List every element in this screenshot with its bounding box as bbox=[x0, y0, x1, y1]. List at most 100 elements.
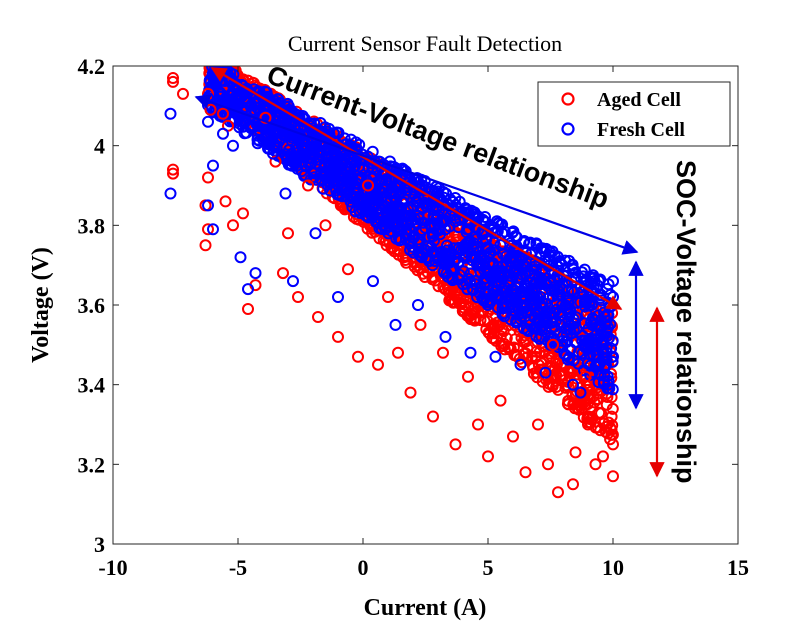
aged-cell-point bbox=[518, 336, 531, 349]
aged-cell-point bbox=[497, 325, 510, 338]
axis-ticks: -10 -5 0 5 10 15 3 3.2 3.4 3.6 3.8 4 4.2 bbox=[78, 54, 750, 580]
fresh-cell-point bbox=[530, 330, 543, 343]
aged-cell-point bbox=[204, 50, 214, 60]
aged-cell-point bbox=[167, 75, 179, 88]
aged-cell-point bbox=[519, 466, 532, 479]
fresh-cell-point bbox=[567, 378, 579, 391]
aged-cell-point bbox=[604, 422, 617, 434]
chart-title: Current Sensor Fault Detection bbox=[288, 31, 562, 56]
x-tick-label: 0 bbox=[358, 555, 369, 580]
aged-cell-point bbox=[312, 311, 324, 323]
fresh-cell-point bbox=[602, 378, 614, 391]
aged-cell-point bbox=[332, 330, 344, 343]
aged-cell-point bbox=[542, 377, 555, 390]
legend-label-aged: Aged Cell bbox=[597, 89, 681, 111]
aged-cell-point bbox=[569, 446, 582, 459]
aged-cell-point bbox=[472, 418, 484, 431]
fresh-cell-point bbox=[389, 318, 402, 331]
fresh-cell-point bbox=[561, 335, 573, 348]
aged-cell-point bbox=[580, 384, 593, 396]
aged-cell-point bbox=[561, 397, 574, 410]
aged-cell-point bbox=[582, 418, 594, 431]
fresh-cell-point bbox=[597, 338, 609, 351]
aged-cell-point bbox=[532, 418, 544, 431]
y-tick-label: 3.2 bbox=[78, 452, 106, 477]
aged-cell-point bbox=[573, 398, 586, 411]
legend: Aged Cell Fresh Cell bbox=[537, 81, 731, 147]
aged-cell-point bbox=[573, 403, 585, 416]
current-voltage-arrow-blue bbox=[194, 94, 639, 255]
aged-cell-point bbox=[449, 438, 462, 451]
aged-cell-point bbox=[203, 50, 213, 60]
aged-cell-point bbox=[533, 363, 546, 376]
fresh-cell-point bbox=[489, 350, 502, 363]
fresh-cell-point bbox=[592, 358, 604, 371]
aged-cell-point bbox=[496, 322, 508, 335]
y-tick-label: 3 bbox=[94, 532, 105, 557]
fresh-cell-point bbox=[600, 324, 613, 337]
fresh-cell-point bbox=[164, 107, 177, 120]
fresh-cell-point bbox=[589, 318, 602, 331]
aged-cell-point bbox=[427, 410, 439, 423]
aged-cell-point bbox=[469, 312, 482, 325]
aged-cell-point bbox=[204, 50, 214, 60]
fresh-cell-point bbox=[574, 386, 587, 399]
aged-cell-point bbox=[503, 343, 516, 356]
aged-cell-point bbox=[352, 350, 364, 363]
fresh-cell-point bbox=[540, 311, 553, 323]
aged-cell-point bbox=[567, 478, 579, 491]
fresh-cell-point bbox=[514, 358, 527, 371]
soc-voltage-annotation: SOC-Voltage relationship bbox=[671, 160, 701, 484]
fresh-cell-point bbox=[603, 332, 615, 344]
fresh-cell-point bbox=[563, 323, 576, 336]
x-tick-label: -5 bbox=[229, 555, 247, 580]
aged-cell-point bbox=[462, 370, 474, 383]
aged-cell-point bbox=[555, 368, 568, 381]
fresh-cell-point bbox=[554, 318, 567, 331]
y-tick-label: 3.6 bbox=[78, 293, 106, 318]
aged-cell-point bbox=[177, 87, 189, 100]
x-tick-label: -10 bbox=[98, 555, 127, 580]
fresh-cell-point bbox=[607, 350, 619, 363]
fresh-cell-point bbox=[504, 313, 517, 326]
aged-cell-point bbox=[211, 66, 219, 68]
aged-cell-point bbox=[552, 486, 564, 499]
aged-cell-point bbox=[589, 458, 602, 471]
fresh-cell-point bbox=[464, 346, 477, 359]
fresh-cell-point bbox=[520, 323, 533, 336]
aged-cell-point bbox=[167, 72, 179, 84]
fresh-cell-point bbox=[606, 355, 619, 368]
fresh-cell-point bbox=[601, 370, 614, 383]
aged-cell-point bbox=[550, 381, 563, 393]
y-tick-label: 3.8 bbox=[78, 213, 106, 238]
aged-cell-point bbox=[507, 430, 519, 443]
aged-cell-point bbox=[464, 313, 477, 326]
x-axis-label: Current (A) bbox=[364, 595, 487, 621]
aged-cell-point bbox=[605, 410, 618, 423]
fresh-cell-point bbox=[583, 348, 596, 361]
aged-cell-point bbox=[607, 438, 619, 451]
y-tick-label: 4 bbox=[94, 134, 105, 159]
legend-label-fresh: Fresh Cell bbox=[597, 119, 685, 141]
fresh-cell-point bbox=[439, 330, 452, 343]
aged-cell-point bbox=[208, 66, 213, 67]
aged-cell-point bbox=[542, 458, 554, 471]
aged-cell-point bbox=[404, 386, 417, 399]
aged-cell-point bbox=[167, 163, 179, 176]
fresh-cell-point bbox=[539, 366, 552, 379]
fresh-cell-point bbox=[572, 357, 585, 370]
aged-cell-point bbox=[392, 346, 404, 359]
fresh-cell-point bbox=[576, 347, 589, 360]
aged-cell-point bbox=[607, 470, 619, 483]
x-tick-label: 10 bbox=[602, 555, 624, 580]
fresh-cell-point bbox=[533, 323, 546, 336]
x-tick-label: 15 bbox=[727, 555, 749, 580]
aged-cell-point bbox=[482, 450, 494, 463]
aged-cell-point bbox=[606, 402, 619, 415]
fresh-cell-point bbox=[558, 348, 571, 360]
y-tick-label: 3.4 bbox=[78, 373, 106, 398]
aged-cell-point bbox=[602, 416, 615, 429]
aged-cell-point bbox=[167, 167, 179, 180]
x-tick-label: 5 bbox=[483, 555, 494, 580]
